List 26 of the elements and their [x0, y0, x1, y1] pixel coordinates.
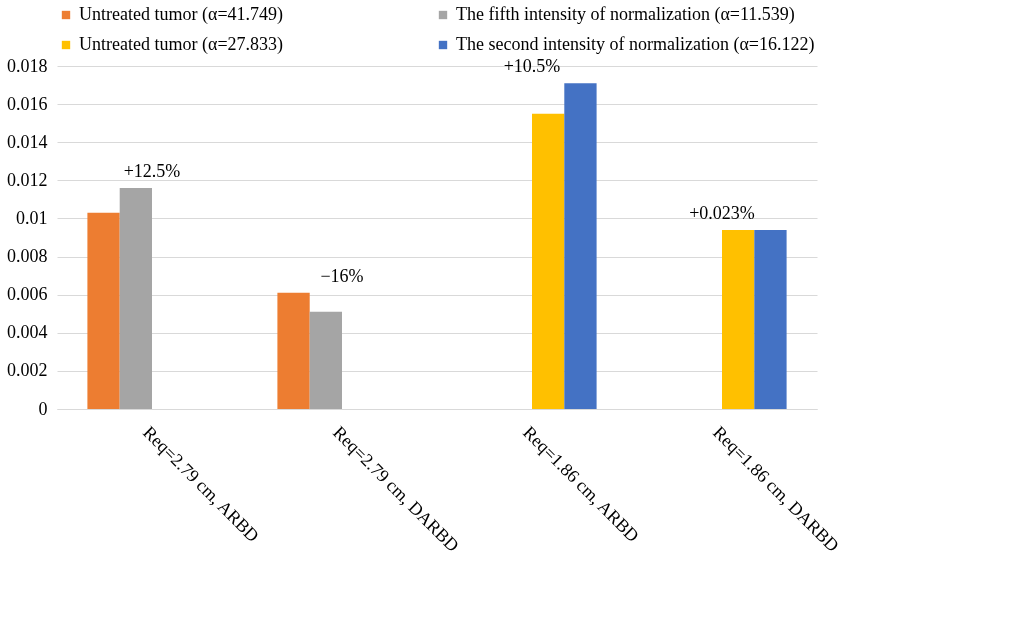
y-tick-label: 0.018 — [7, 55, 48, 76]
annotation: −16% — [320, 265, 364, 286]
y-tick-label: 0.016 — [7, 93, 48, 114]
y-tick-label: 0.014 — [7, 131, 48, 152]
y-tick-label: 0.002 — [7, 360, 48, 381]
bar — [277, 292, 310, 409]
bar — [722, 229, 755, 409]
y-tick-label: 0.01 — [16, 207, 48, 228]
legend-label: The second intensity of normalization (α=16.122) — [456, 34, 815, 55]
bar — [564, 83, 597, 409]
bar — [119, 187, 152, 409]
y-tick-label: 0.004 — [7, 322, 48, 343]
legend-label: Untreated tumor (α=27.833) — [79, 34, 284, 55]
y-tick-label: 0.008 — [7, 246, 48, 267]
y-tick-label: 0 — [38, 398, 48, 419]
bar — [754, 229, 787, 409]
y-tick-label: 0.012 — [7, 169, 48, 190]
annotation: +12.5% — [123, 160, 181, 181]
annotation: +0.023% — [689, 202, 755, 223]
bar — [532, 113, 565, 409]
annotation: +10.5% — [503, 56, 561, 77]
legend-label: Untreated tumor (α=41.749) — [79, 4, 284, 25]
bar — [309, 311, 342, 409]
y-tick-label: 0.006 — [7, 284, 48, 305]
bar — [87, 212, 120, 409]
legend-label: The fifth intensity of normalization (α=11.539) — [456, 4, 795, 25]
